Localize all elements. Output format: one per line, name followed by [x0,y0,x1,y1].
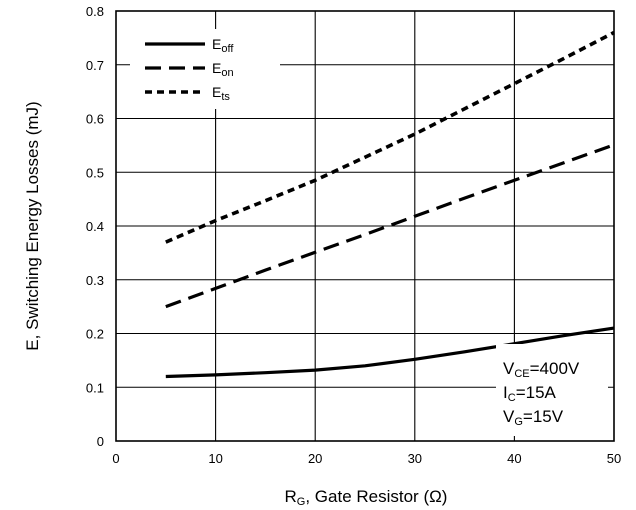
legend-label-eoff: Eoff [212,36,234,55]
condition-label: VCE=400V [503,359,580,380]
y-tick-label: 0.8 [86,4,104,19]
x-tick-label: 30 [408,451,422,466]
plot-frame [115,10,615,442]
y-tick-labels: 0 0.1 0.2 0.3 0.4 0.5 0.6 0.7 0.8 [86,4,104,449]
y-tick-label: 0.6 [86,112,104,127]
x-tick-label: 40 [507,451,521,466]
y-tick-label: 0 [97,434,104,449]
series-line-eoff [165,326,615,379]
y-axis-label: E, Switching Energy Losses (mJ) [23,101,42,350]
x-tick-label: 10 [208,451,222,466]
y-tick-label: 0.3 [86,273,104,288]
condition-label: IC=15A [503,383,557,404]
legend: Eoff Eon Ets [130,29,280,109]
x-tick-label: 0 [112,451,119,466]
test-conditions: VCE=400V IC=15A VG=15V [496,344,608,436]
y-tick-label: 0.7 [86,58,104,73]
x-tick-label: 50 [607,451,621,466]
y-tick-label: 0.2 [86,327,104,342]
conditions-background [496,344,608,436]
series-line-eon [165,143,615,309]
y-tick-label: 0.4 [86,219,104,234]
y-tick-label: 0.5 [86,165,104,180]
legend-label-eon: Eon [212,60,234,79]
x-axis-label: RG, Gate Resistor (Ω) [285,487,448,508]
x-tick-label: 20 [308,451,322,466]
x-tick-labels: 0 10 20 30 40 50 [112,451,621,466]
series-line-ets [165,30,615,244]
legend-label-ets: Ets [212,84,230,103]
condition-label: VG=15V [503,407,564,428]
y-tick-label: 0.1 [86,380,104,395]
curves [165,30,615,379]
